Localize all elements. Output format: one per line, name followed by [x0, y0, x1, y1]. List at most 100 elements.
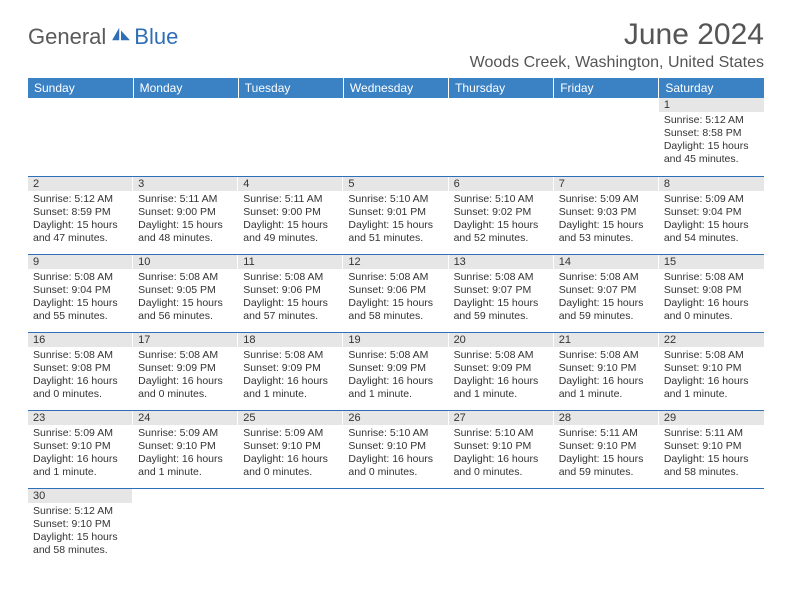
- calendar-cell: 14Sunrise: 5:08 AMSunset: 9:07 PMDayligh…: [554, 254, 659, 332]
- calendar-cell: 7Sunrise: 5:09 AMSunset: 9:03 PMDaylight…: [554, 176, 659, 254]
- calendar-cell: 10Sunrise: 5:08 AMSunset: 9:05 PMDayligh…: [133, 254, 238, 332]
- calendar-cell: [28, 98, 133, 176]
- calendar-row: 9Sunrise: 5:08 AMSunset: 9:04 PMDaylight…: [28, 254, 764, 332]
- day-number: 1: [659, 98, 764, 112]
- day-details: Sunrise: 5:11 AMSunset: 9:00 PMDaylight:…: [133, 191, 238, 249]
- day-details: Sunrise: 5:08 AMSunset: 9:09 PMDaylight:…: [133, 347, 238, 405]
- calendar-table: SundayMondayTuesdayWednesdayThursdayFrid…: [28, 78, 764, 566]
- calendar-cell: [133, 488, 238, 566]
- day-number: 9: [28, 255, 133, 269]
- day-details: Sunrise: 5:10 AMSunset: 9:02 PMDaylight:…: [449, 191, 554, 249]
- day-number: 4: [238, 177, 343, 191]
- brand-part2: Blue: [134, 24, 178, 50]
- calendar-cell: [343, 488, 448, 566]
- day-number: 13: [449, 255, 554, 269]
- weekday-header-row: SundayMondayTuesdayWednesdayThursdayFrid…: [28, 78, 764, 98]
- day-number: 20: [449, 333, 554, 347]
- day-details: Sunrise: 5:08 AMSunset: 9:07 PMDaylight:…: [554, 269, 659, 327]
- day-details: Sunrise: 5:08 AMSunset: 9:07 PMDaylight:…: [449, 269, 554, 327]
- day-number: 24: [133, 411, 238, 425]
- calendar-row: 23Sunrise: 5:09 AMSunset: 9:10 PMDayligh…: [28, 410, 764, 488]
- day-details: Sunrise: 5:08 AMSunset: 9:09 PMDaylight:…: [238, 347, 343, 405]
- weekday-header: Thursday: [449, 78, 554, 98]
- day-number: 6: [449, 177, 554, 191]
- calendar-cell: 15Sunrise: 5:08 AMSunset: 9:08 PMDayligh…: [659, 254, 764, 332]
- weekday-header: Tuesday: [238, 78, 343, 98]
- day-details: Sunrise: 5:08 AMSunset: 9:05 PMDaylight:…: [133, 269, 238, 327]
- calendar-cell: 4Sunrise: 5:11 AMSunset: 9:00 PMDaylight…: [238, 176, 343, 254]
- day-details: Sunrise: 5:08 AMSunset: 9:08 PMDaylight:…: [659, 269, 764, 327]
- calendar-cell: 23Sunrise: 5:09 AMSunset: 9:10 PMDayligh…: [28, 410, 133, 488]
- calendar-cell: [238, 98, 343, 176]
- day-details: Sunrise: 5:09 AMSunset: 9:10 PMDaylight:…: [238, 425, 343, 483]
- calendar-cell: 2Sunrise: 5:12 AMSunset: 8:59 PMDaylight…: [28, 176, 133, 254]
- title-block: June 2024 Woods Creek, Washington, Unite…: [470, 18, 764, 72]
- calendar-row: 30Sunrise: 5:12 AMSunset: 9:10 PMDayligh…: [28, 488, 764, 566]
- calendar-cell: [449, 488, 554, 566]
- weekday-header: Friday: [554, 78, 659, 98]
- calendar-cell: 17Sunrise: 5:08 AMSunset: 9:09 PMDayligh…: [133, 332, 238, 410]
- day-details: Sunrise: 5:09 AMSunset: 9:04 PMDaylight:…: [659, 191, 764, 249]
- day-number: 23: [28, 411, 133, 425]
- day-details: Sunrise: 5:08 AMSunset: 9:06 PMDaylight:…: [343, 269, 448, 327]
- day-details: Sunrise: 5:08 AMSunset: 9:09 PMDaylight:…: [449, 347, 554, 405]
- day-number: 10: [133, 255, 238, 269]
- calendar-cell: 16Sunrise: 5:08 AMSunset: 9:08 PMDayligh…: [28, 332, 133, 410]
- calendar-cell: 26Sunrise: 5:10 AMSunset: 9:10 PMDayligh…: [343, 410, 448, 488]
- brand-part1: General: [28, 24, 106, 50]
- calendar-cell: 6Sunrise: 5:10 AMSunset: 9:02 PMDaylight…: [449, 176, 554, 254]
- weekday-header: Sunday: [28, 78, 133, 98]
- weekday-header: Saturday: [659, 78, 764, 98]
- day-details: Sunrise: 5:08 AMSunset: 9:09 PMDaylight:…: [343, 347, 448, 405]
- day-number: 12: [343, 255, 448, 269]
- day-details: Sunrise: 5:08 AMSunset: 9:04 PMDaylight:…: [28, 269, 133, 327]
- day-details: Sunrise: 5:08 AMSunset: 9:10 PMDaylight:…: [554, 347, 659, 405]
- calendar-cell: [343, 98, 448, 176]
- calendar-row: 16Sunrise: 5:08 AMSunset: 9:08 PMDayligh…: [28, 332, 764, 410]
- calendar-cell: 21Sunrise: 5:08 AMSunset: 9:10 PMDayligh…: [554, 332, 659, 410]
- calendar-cell: 24Sunrise: 5:09 AMSunset: 9:10 PMDayligh…: [133, 410, 238, 488]
- calendar-cell: 3Sunrise: 5:11 AMSunset: 9:00 PMDaylight…: [133, 176, 238, 254]
- day-number: 22: [659, 333, 764, 347]
- calendar-cell: 13Sunrise: 5:08 AMSunset: 9:07 PMDayligh…: [449, 254, 554, 332]
- day-number: 14: [554, 255, 659, 269]
- calendar-cell: [238, 488, 343, 566]
- sail-icon: [110, 26, 132, 42]
- day-details: Sunrise: 5:12 AMSunset: 8:59 PMDaylight:…: [28, 191, 133, 249]
- month-title: June 2024: [470, 18, 764, 52]
- calendar-cell: 12Sunrise: 5:08 AMSunset: 9:06 PMDayligh…: [343, 254, 448, 332]
- location-text: Woods Creek, Washington, United States: [470, 54, 764, 72]
- calendar-cell: 18Sunrise: 5:08 AMSunset: 9:09 PMDayligh…: [238, 332, 343, 410]
- day-details: Sunrise: 5:08 AMSunset: 9:08 PMDaylight:…: [28, 347, 133, 405]
- day-number: 26: [343, 411, 448, 425]
- day-number: 21: [554, 333, 659, 347]
- calendar-row: 2Sunrise: 5:12 AMSunset: 8:59 PMDaylight…: [28, 176, 764, 254]
- day-number: 17: [133, 333, 238, 347]
- day-details: Sunrise: 5:10 AMSunset: 9:01 PMDaylight:…: [343, 191, 448, 249]
- day-number: 30: [28, 489, 133, 503]
- calendar-cell: 25Sunrise: 5:09 AMSunset: 9:10 PMDayligh…: [238, 410, 343, 488]
- calendar-cell: [554, 98, 659, 176]
- day-number: 7: [554, 177, 659, 191]
- day-details: Sunrise: 5:10 AMSunset: 9:10 PMDaylight:…: [343, 425, 448, 483]
- day-details: Sunrise: 5:11 AMSunset: 9:00 PMDaylight:…: [238, 191, 343, 249]
- day-number: 8: [659, 177, 764, 191]
- calendar-cell: 9Sunrise: 5:08 AMSunset: 9:04 PMDaylight…: [28, 254, 133, 332]
- day-details: Sunrise: 5:09 AMSunset: 9:03 PMDaylight:…: [554, 191, 659, 249]
- weekday-header: Wednesday: [343, 78, 448, 98]
- day-number: 28: [554, 411, 659, 425]
- calendar-cell: 8Sunrise: 5:09 AMSunset: 9:04 PMDaylight…: [659, 176, 764, 254]
- brand-logo: General Blue: [28, 24, 178, 50]
- day-details: Sunrise: 5:12 AMSunset: 8:58 PMDaylight:…: [659, 112, 764, 170]
- header: General Blue June 2024 Woods Creek, Wash…: [28, 18, 764, 72]
- calendar-cell: 22Sunrise: 5:08 AMSunset: 9:10 PMDayligh…: [659, 332, 764, 410]
- day-number: 27: [449, 411, 554, 425]
- calendar-cell: 29Sunrise: 5:11 AMSunset: 9:10 PMDayligh…: [659, 410, 764, 488]
- day-number: 25: [238, 411, 343, 425]
- day-details: Sunrise: 5:10 AMSunset: 9:10 PMDaylight:…: [449, 425, 554, 483]
- calendar-cell: 1Sunrise: 5:12 AMSunset: 8:58 PMDaylight…: [659, 98, 764, 176]
- day-number: 29: [659, 411, 764, 425]
- day-details: Sunrise: 5:09 AMSunset: 9:10 PMDaylight:…: [133, 425, 238, 483]
- calendar-cell: 19Sunrise: 5:08 AMSunset: 9:09 PMDayligh…: [343, 332, 448, 410]
- calendar-cell: 5Sunrise: 5:10 AMSunset: 9:01 PMDaylight…: [343, 176, 448, 254]
